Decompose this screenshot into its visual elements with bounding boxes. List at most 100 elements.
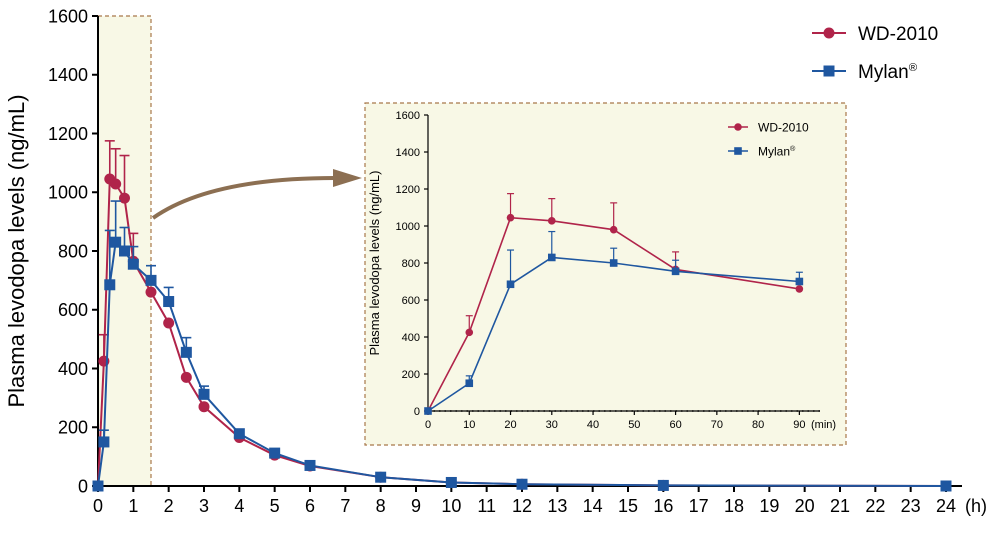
y-tick-label: 600 xyxy=(58,300,88,320)
legend-name: Mylan xyxy=(858,62,909,83)
y-tick-label: 0 xyxy=(78,476,88,496)
x-tick-label: 0 xyxy=(93,496,103,516)
legend-registered-mark: ® xyxy=(909,62,918,74)
x-tick-label: 30 xyxy=(546,419,558,431)
x-tick-label: 1 xyxy=(128,496,138,516)
data-point-circle xyxy=(145,286,157,298)
data-point-square xyxy=(657,479,669,491)
data-point-square xyxy=(163,296,175,308)
data-point-square xyxy=(516,478,528,490)
data-point-circle xyxy=(180,371,192,383)
y-tick-label: 400 xyxy=(402,332,420,344)
y-tick-label: 400 xyxy=(58,359,88,379)
data-point-square xyxy=(104,279,116,291)
data-point-square xyxy=(145,274,157,286)
x-tick-label: 4 xyxy=(234,496,244,516)
x-tick-label: 8 xyxy=(376,496,386,516)
x-tick-label: 13 xyxy=(547,496,567,516)
x-tick-label: 24 xyxy=(936,496,956,516)
y-tick-label: 200 xyxy=(402,369,420,381)
y-tick-label: 800 xyxy=(58,241,88,261)
x-tick-label: 19 xyxy=(759,496,779,516)
data-point-square xyxy=(940,480,952,492)
legend-name: WD-2010 xyxy=(858,24,938,45)
data-point-square xyxy=(233,428,245,440)
data-point-circle xyxy=(795,285,804,293)
x-tick-label: 11 xyxy=(477,496,496,516)
x-tick-label: 10 xyxy=(463,419,475,431)
y-axis-label: Plasma levodopa levels (ng/mL) xyxy=(367,171,382,356)
x-tick-label: 50 xyxy=(628,419,640,431)
data-point-circle xyxy=(465,328,474,337)
data-point-square xyxy=(609,259,618,267)
legend-name: WD-2010 xyxy=(758,120,809,134)
y-tick-label: 600 xyxy=(402,295,420,307)
x-unit-label: (h) xyxy=(965,496,987,516)
inset-plot: 0 200 400 600 800 1000 1200 1400 1600 0 10 20 30 40 50… xyxy=(367,110,836,431)
x-tick-label: 9 xyxy=(411,496,421,516)
data-point-square xyxy=(424,407,432,415)
data-point-circle xyxy=(163,317,175,329)
data-point-square xyxy=(304,459,316,471)
x-tick-label: 15 xyxy=(618,496,638,516)
data-point-circle xyxy=(506,213,515,222)
legend-label: WD-2010 xyxy=(758,120,809,134)
data-point-circle xyxy=(547,217,556,225)
x-tick-label: 14 xyxy=(583,496,603,516)
x-tick-label: 18 xyxy=(724,496,744,516)
x-tick-label: 12 xyxy=(512,496,532,516)
zoom-arrow-head xyxy=(333,169,362,187)
legend-registered-mark: ® xyxy=(790,144,796,153)
data-point-square xyxy=(671,267,680,276)
y-axis-label: Plasma levodopa levels (ng/mL) xyxy=(4,94,29,407)
legend-label: WD-2010 xyxy=(858,24,938,45)
x-tick-label: 3 xyxy=(199,496,209,516)
x-tick-label: 80 xyxy=(752,419,764,431)
x-tick-label: 70 xyxy=(711,419,723,431)
data-point-square xyxy=(795,277,804,286)
y-tick-label: 1000 xyxy=(48,183,88,203)
data-point-square xyxy=(119,245,130,257)
legend-label: Mylan® xyxy=(758,144,796,158)
data-point-square xyxy=(127,258,139,270)
data-point-square xyxy=(506,280,515,289)
legend-label: Mylan® xyxy=(858,62,918,83)
y-tick-label: 1600 xyxy=(396,110,420,122)
data-point-circle xyxy=(119,192,130,204)
data-point-square xyxy=(198,388,210,400)
data-point-circle xyxy=(609,225,618,234)
y-tick-label: 1000 xyxy=(396,221,420,233)
y-tick-label: 0 xyxy=(414,406,420,418)
x-tick-label: 16 xyxy=(653,496,673,516)
y-tick-label: 200 xyxy=(58,418,88,438)
x-tick-label: 23 xyxy=(901,496,921,516)
x-unit-label: (min) xyxy=(811,419,836,431)
x-tick-label: 90 xyxy=(793,419,805,431)
legend-marker-circle xyxy=(823,27,835,39)
x-tick-label: 6 xyxy=(305,496,315,516)
legend-marker-square xyxy=(823,65,835,77)
data-point-square xyxy=(110,236,122,248)
data-point-square xyxy=(445,476,457,488)
y-tick-label: 1600 xyxy=(48,6,88,26)
series-line-mylan xyxy=(97,240,947,487)
x-tick-label: 20 xyxy=(795,496,815,516)
x-tick-label: 7 xyxy=(340,496,350,516)
x-tick-label: 10 xyxy=(441,496,461,516)
data-point-square xyxy=(465,379,474,388)
x-tick-label: 22 xyxy=(865,496,885,516)
y-tick-label: 1400 xyxy=(48,65,88,85)
inset-panel xyxy=(364,102,847,446)
data-point-square xyxy=(92,480,104,492)
y-tick-label: 800 xyxy=(402,258,420,270)
x-tick-label: 20 xyxy=(504,419,516,431)
x-tick-label: 17 xyxy=(689,496,709,516)
x-tick-label: 21 xyxy=(830,496,850,516)
data-point-square xyxy=(269,447,281,459)
data-point-circle xyxy=(198,401,210,413)
data-point-square xyxy=(547,253,556,262)
data-point-circle xyxy=(110,178,122,190)
zoom-arrow xyxy=(151,176,336,220)
